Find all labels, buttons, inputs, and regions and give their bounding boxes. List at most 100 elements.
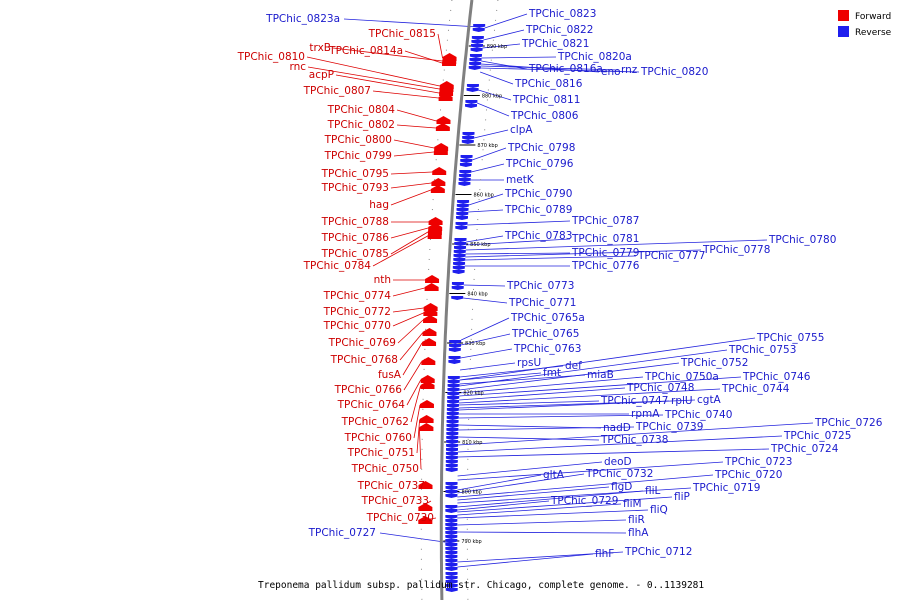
forward-gene-arrow[interactable] xyxy=(431,178,446,186)
reverse-gene-arrow[interactable] xyxy=(446,404,459,408)
reverse-gene-arrow[interactable] xyxy=(453,262,466,266)
reverse-gene-label[interactable]: TPChic_0773 xyxy=(506,280,574,292)
reverse-gene-arrow[interactable] xyxy=(461,140,474,144)
reverse-gene-arrow[interactable] xyxy=(448,360,461,364)
forward-gene-arrow[interactable] xyxy=(419,415,434,423)
reverse-gene-label[interactable]: TPChic_0783 xyxy=(504,230,572,242)
reverse-gene-arrow[interactable] xyxy=(445,576,458,580)
forward-gene-arrow[interactable] xyxy=(419,400,434,408)
reverse-gene-label[interactable]: metK xyxy=(506,174,535,186)
reverse-gene-arrow[interactable] xyxy=(465,100,478,104)
reverse-gene-label[interactable]: TPChic_0790 xyxy=(504,188,572,200)
reverse-gene-arrow[interactable] xyxy=(445,555,458,559)
reverse-gene-label[interactable]: cgtA xyxy=(697,394,722,406)
reverse-gene-arrow[interactable] xyxy=(446,408,459,412)
reverse-gene-arrow[interactable] xyxy=(445,509,458,513)
reverse-gene-arrow[interactable] xyxy=(471,44,484,48)
reverse-gene-arrow[interactable] xyxy=(446,432,459,436)
reverse-gene-arrow[interactable] xyxy=(449,340,462,344)
reverse-gene-arrow[interactable] xyxy=(445,535,458,539)
forward-gene-arrow[interactable] xyxy=(432,167,447,175)
forward-gene-label[interactable]: TPChic_0815 xyxy=(368,28,436,40)
reverse-gene-label[interactable]: TPChic_0798 xyxy=(507,142,575,154)
reverse-gene-label[interactable]: TPChic_0771 xyxy=(508,297,576,309)
reverse-gene-arrow[interactable] xyxy=(445,490,458,494)
reverse-gene-label[interactable]: TPChic_0719 xyxy=(692,482,760,494)
reverse-gene-arrow[interactable] xyxy=(462,136,475,140)
reverse-gene-arrow[interactable] xyxy=(446,416,459,420)
forward-gene-label[interactable]: TPChic_0768 xyxy=(330,354,398,366)
reverse-gene-arrow[interactable] xyxy=(445,551,458,555)
reverse-gene-arrow[interactable] xyxy=(445,531,458,535)
forward-gene-label[interactable]: TPChic_0760 xyxy=(344,432,412,444)
reverse-gene-arrow[interactable] xyxy=(451,282,464,286)
reverse-gene-arrow[interactable] xyxy=(455,216,468,220)
reverse-gene-label[interactable]: TPChic_0748 xyxy=(626,382,694,394)
forward-gene-arrow[interactable] xyxy=(435,123,450,131)
reverse-gene-label[interactable]: fliQ xyxy=(650,504,668,516)
forward-gene-label[interactable]: TPChic_0802 xyxy=(327,119,395,131)
reverse-gene-arrow[interactable] xyxy=(446,412,459,416)
forward-gene-arrow[interactable] xyxy=(424,283,439,291)
reverse-gene-arrow[interactable] xyxy=(445,523,458,527)
forward-gene-label[interactable]: TPChic_0814a xyxy=(328,45,403,57)
reverse-gene-arrow[interactable] xyxy=(445,547,458,551)
forward-gene-arrow[interactable] xyxy=(442,58,457,66)
reverse-gene-arrow[interactable] xyxy=(446,420,459,424)
reverse-gene-arrow[interactable] xyxy=(469,58,482,62)
forward-gene-arrow[interactable] xyxy=(423,303,438,311)
reverse-gene-arrow[interactable] xyxy=(447,384,460,388)
forward-gene-arrow[interactable] xyxy=(422,328,437,336)
reverse-gene-label[interactable]: flhA xyxy=(628,527,649,539)
reverse-gene-label[interactable]: nadD xyxy=(603,422,631,434)
reverse-gene-arrow[interactable] xyxy=(445,580,458,584)
reverse-gene-arrow[interactable] xyxy=(447,400,460,404)
reverse-gene-label[interactable]: def xyxy=(565,360,582,372)
reverse-gene-arrow[interactable] xyxy=(448,356,461,360)
reverse-gene-label[interactable]: rpsU xyxy=(517,357,541,369)
forward-gene-label[interactable]: trxB xyxy=(309,42,331,54)
reverse-gene-label[interactable]: rplU xyxy=(671,395,693,407)
reverse-gene-arrow[interactable] xyxy=(456,204,469,208)
reverse-gene-arrow[interactable] xyxy=(465,104,478,108)
reverse-gene-arrow[interactable] xyxy=(445,519,458,523)
forward-gene-label[interactable]: TPChic_0762 xyxy=(341,416,409,428)
forward-gene-label[interactable]: hag xyxy=(369,199,389,211)
reverse-gene-label[interactable]: TPChic_0752 xyxy=(680,357,748,369)
reverse-gene-arrow[interactable] xyxy=(462,132,475,136)
reverse-gene-arrow[interactable] xyxy=(445,482,458,486)
reverse-gene-arrow[interactable] xyxy=(445,460,458,464)
forward-gene-arrow[interactable] xyxy=(423,308,438,316)
forward-gene-arrow[interactable] xyxy=(421,357,436,365)
reverse-gene-arrow[interactable] xyxy=(445,572,458,576)
reverse-gene-label[interactable]: eno xyxy=(601,66,621,78)
reverse-gene-arrow[interactable] xyxy=(449,344,462,348)
reverse-gene-arrow[interactable] xyxy=(455,222,468,226)
reverse-gene-arrow[interactable] xyxy=(445,515,458,519)
forward-gene-label[interactable]: TPChic_0804 xyxy=(327,104,396,116)
reverse-gene-arrow[interactable] xyxy=(445,468,458,472)
reverse-gene-label[interactable]: TPChic_0738 xyxy=(600,434,668,446)
reverse-gene-arrow[interactable] xyxy=(460,155,473,159)
forward-gene-arrow[interactable] xyxy=(420,375,435,383)
reverse-gene-label[interactable]: fliR xyxy=(628,514,645,526)
reverse-gene-arrow[interactable] xyxy=(455,226,468,230)
reverse-gene-label[interactable]: TPChic_0816a xyxy=(528,63,603,75)
forward-gene-label[interactable]: rnc xyxy=(289,61,306,73)
reverse-gene-label[interactable]: rpmA xyxy=(631,408,660,420)
reverse-gene-label[interactable]: TPChic_0753 xyxy=(728,344,796,356)
reverse-gene-label[interactable]: TPChic_0740 xyxy=(664,409,732,421)
reverse-gene-arrow[interactable] xyxy=(446,440,459,444)
reverse-gene-arrow[interactable] xyxy=(447,380,460,384)
reverse-gene-arrow[interactable] xyxy=(445,543,458,547)
reverse-gene-label[interactable]: TPChic_0729 xyxy=(550,495,618,507)
reverse-gene-arrow[interactable] xyxy=(472,28,485,32)
forward-gene-label[interactable]: TPChic_0772 xyxy=(323,306,391,318)
reverse-gene-label[interactable]: gltA xyxy=(543,469,565,481)
reverse-gene-arrow[interactable] xyxy=(446,448,459,452)
reverse-gene-arrow[interactable] xyxy=(458,182,471,186)
reverse-gene-arrow[interactable] xyxy=(451,296,464,300)
reverse-gene-label[interactable]: TPChic_0823 xyxy=(528,8,596,20)
reverse-gene-arrow[interactable] xyxy=(447,376,460,380)
reverse-gene-arrow[interactable] xyxy=(445,559,458,563)
